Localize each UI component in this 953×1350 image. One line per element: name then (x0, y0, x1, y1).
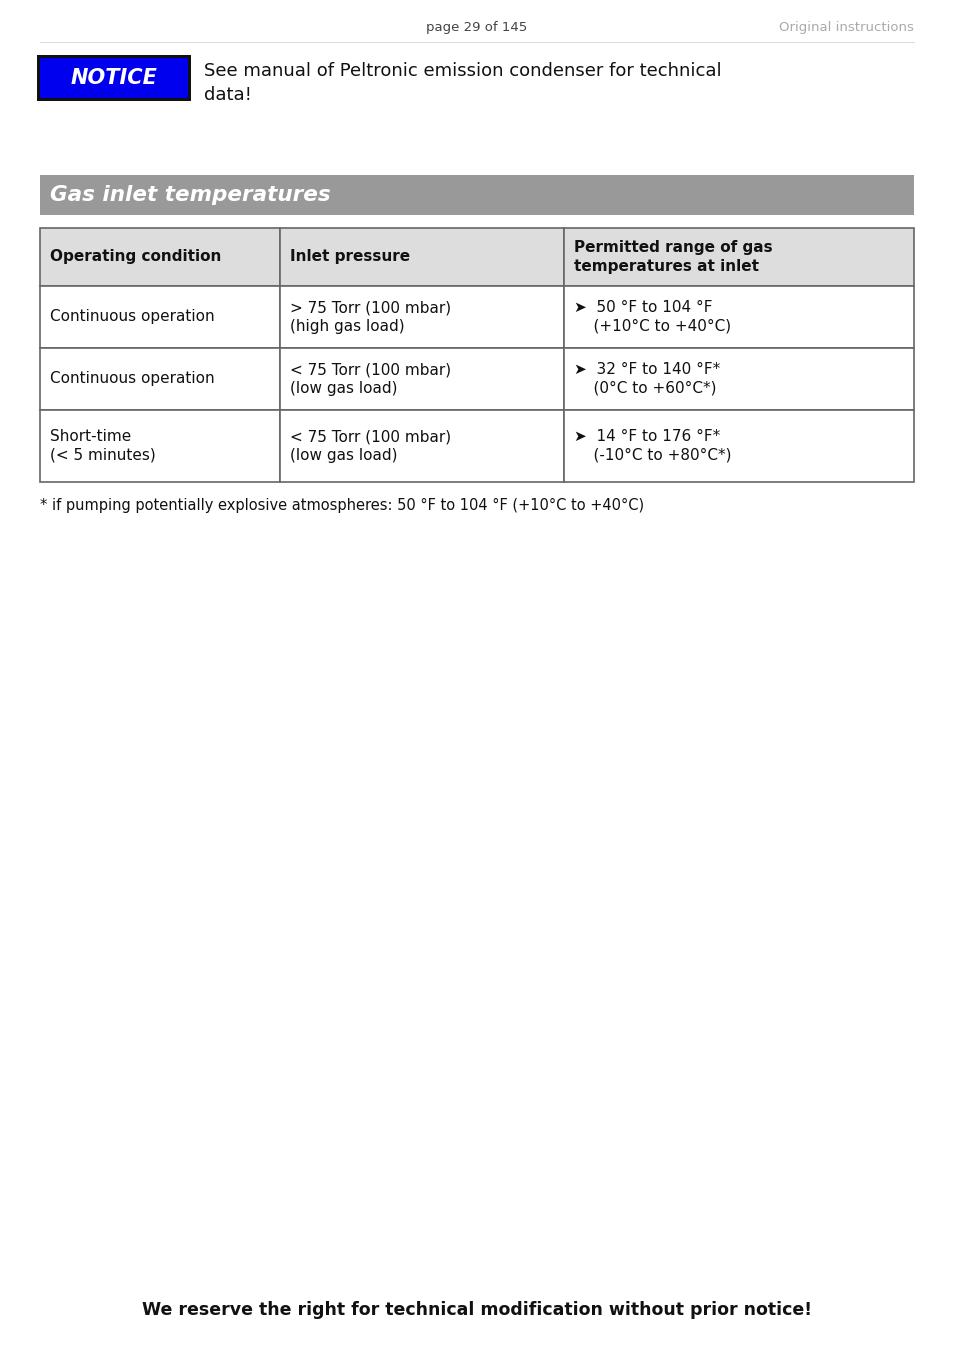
Bar (40, 286, 280, 348)
Bar (280, 228, 564, 286)
Bar (280, 286, 564, 348)
Bar (40, 410, 280, 482)
Text: See manual of Peltronic emission condenser for technical
data!: See manual of Peltronic emission condens… (204, 62, 720, 104)
Text: < 75 Torr (100 mbar)
(low gas load): < 75 Torr (100 mbar) (low gas load) (290, 362, 451, 396)
Text: Continuous operation: Continuous operation (50, 309, 214, 324)
Text: Short-time
(< 5 minutes): Short-time (< 5 minutes) (50, 429, 155, 463)
Text: Continuous operation: Continuous operation (50, 371, 214, 386)
Text: Inlet pressure: Inlet pressure (290, 250, 410, 265)
Text: Original instructions: Original instructions (779, 22, 913, 35)
Text: ➤  50 °F to 104 °F
    (+10°C to +40°C): ➤ 50 °F to 104 °F (+10°C to +40°C) (574, 300, 731, 333)
Text: ➤  14 °F to 176 °F*
    (-10°C to +80°C*): ➤ 14 °F to 176 °F* (-10°C to +80°C*) (574, 429, 731, 463)
Text: > 75 Torr (100 mbar)
(high gas load): > 75 Torr (100 mbar) (high gas load) (290, 300, 451, 333)
Bar (564, 410, 913, 482)
Text: * if pumping potentially explosive atmospheres: 50 °F to 104 °F (+10°C to +40°C): * if pumping potentially explosive atmos… (40, 498, 643, 513)
Text: < 75 Torr (100 mbar)
(low gas load): < 75 Torr (100 mbar) (low gas load) (290, 429, 451, 463)
Bar (564, 348, 913, 410)
Bar (564, 286, 913, 348)
Text: Gas inlet temperatures: Gas inlet temperatures (50, 185, 331, 205)
Bar (37, 55, 191, 101)
Bar (40, 176, 913, 215)
Bar (40, 228, 280, 286)
Text: Permitted range of gas
temperatures at inlet: Permitted range of gas temperatures at i… (574, 240, 772, 274)
Bar (564, 228, 913, 286)
Text: NOTICE: NOTICE (71, 68, 157, 88)
Text: ➤  32 °F to 140 °F*
    (0°C to +60°C*): ➤ 32 °F to 140 °F* (0°C to +60°C*) (574, 362, 720, 396)
Text: page 29 of 145: page 29 of 145 (426, 22, 527, 35)
Text: We reserve the right for technical modification without prior notice!: We reserve the right for technical modif… (142, 1301, 811, 1319)
Bar (40, 58, 188, 99)
Bar (280, 410, 564, 482)
Text: Operating condition: Operating condition (50, 250, 221, 265)
Bar (280, 348, 564, 410)
Bar (40, 348, 280, 410)
